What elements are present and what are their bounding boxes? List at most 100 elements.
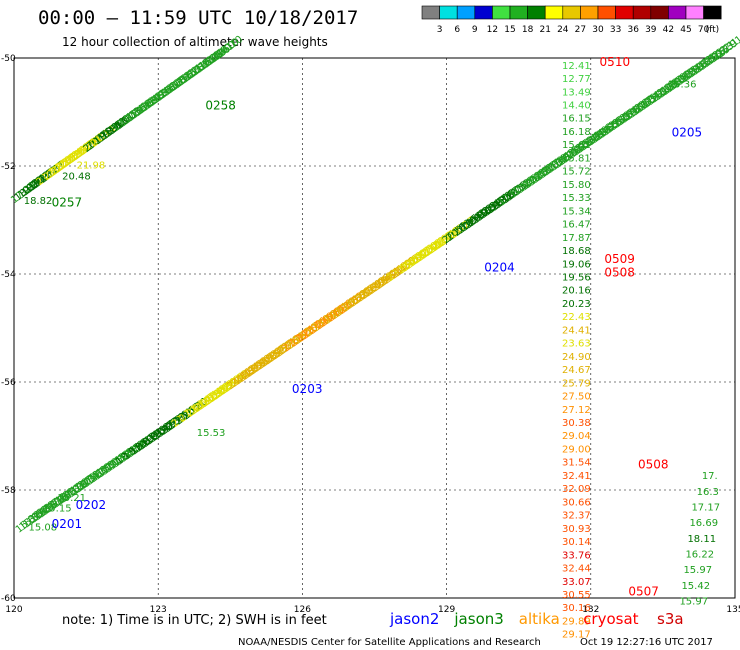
swh-value: 15.80 [562, 180, 591, 191]
swh-value: 20.48 [62, 172, 91, 183]
chart-subtitle: 12 hour collection of altimeter wave hei… [62, 35, 328, 49]
swh-value: 24.41 [562, 325, 591, 336]
swh-value: 13.49 [562, 87, 591, 98]
swh-value: 18.68 [562, 246, 591, 257]
swh-value: 20.16 [562, 286, 591, 297]
swh-value: 17.87 [562, 233, 591, 244]
time-label: 0258 [205, 98, 236, 112]
y-tick-label: -60 [1, 594, 16, 604]
scale-swatch [509, 5, 528, 20]
swh-value: 33.07 [562, 577, 591, 588]
swh-value: 17.17 [691, 503, 720, 514]
scale-swatch [474, 5, 493, 20]
swh-value: 25.79 [562, 378, 591, 389]
time-label: 0510 [600, 55, 631, 69]
swh-value: 32.09 [562, 484, 591, 495]
time-label: 0508 [638, 457, 669, 471]
scale-label: 33 [610, 25, 621, 35]
swh-value: 16.3 [697, 487, 719, 498]
y-tick-label: -50 [1, 54, 16, 64]
swh-value: 18.11 [687, 534, 716, 545]
swh-value: 30.16 [562, 603, 591, 614]
scale-label: 45 [680, 25, 691, 35]
scale-label: 18 [522, 25, 534, 35]
swh-value: 32.44 [562, 564, 591, 575]
x-tick-label: 135 [726, 605, 740, 615]
scale-swatch [544, 5, 564, 20]
satellite-legend-item: s3a [657, 610, 684, 628]
time-label: 0202 [76, 498, 107, 512]
swh-value: 16.22 [685, 550, 714, 561]
swh-value: 22.43 [562, 312, 591, 323]
swh-value: 15.97 [679, 596, 708, 607]
time-label: 0507 [628, 584, 659, 598]
ground-tracks: 15.3015.9316.5615.6916.3315.4716.1116.76… [9, 34, 740, 536]
swh-value: 29.00 [562, 444, 591, 455]
swh-value: 29.04 [562, 431, 591, 442]
scale-label: 15 [504, 25, 515, 35]
time-label: 0204 [484, 260, 515, 274]
x-tick-label: 126 [294, 605, 311, 615]
swh-value: 15.72 [562, 167, 591, 178]
swh-value: 32.41 [562, 471, 591, 482]
swh-value: 15.15 [43, 504, 72, 515]
wave-height-labels: 12.41 12.77 13.49 14.40 16.15 16.18 15.61 15.81… [24, 55, 720, 641]
y-tick-label: -54 [1, 270, 16, 280]
satellite-legend-item: cryosat [583, 610, 638, 628]
swh-value: 29.89 [562, 616, 591, 627]
grid [13, 57, 736, 599]
scale-unit: (ft) [706, 25, 720, 35]
swh-value: 32.37 [562, 511, 591, 522]
swh-value: 30.93 [562, 524, 591, 535]
scale-label: 12 [487, 25, 498, 35]
scale-label: 30 [592, 25, 604, 35]
scale-swatch [527, 5, 546, 20]
swh-value: 30.55 [562, 590, 591, 601]
scale-label: 3 [437, 25, 443, 35]
time-label: 0205 [672, 125, 703, 139]
swh-value: 15.21 [57, 493, 86, 504]
plot-frame [13, 57, 736, 599]
scale-swatch [492, 5, 511, 20]
scale-swatch [597, 5, 616, 20]
scale-swatch [421, 5, 440, 20]
swh-value: 17. [702, 471, 718, 482]
scale-swatch [562, 5, 581, 20]
scale-label: 24 [557, 25, 569, 35]
scale-swatch [439, 5, 458, 20]
scale-swatch [650, 5, 669, 20]
swh-value: 18.82 [24, 196, 53, 207]
scale-label: 70 [698, 25, 710, 35]
scale-label: 42 [663, 25, 674, 35]
swh-value: 24.90 [562, 352, 591, 363]
scale-swatch [668, 5, 687, 20]
swh-value: 15.97 [683, 565, 712, 576]
footer-note: note: 1) Time is in UTC; 2) SWH is in fe… [62, 613, 327, 628]
scale-swatch [580, 5, 599, 20]
time-label: 0201 [52, 517, 83, 531]
scale-label: 36 [627, 25, 639, 35]
y-axis-ticks: -50 -52 -54 -56 -58 -60 [1, 54, 16, 604]
swh-value: 16.69 [689, 518, 718, 529]
swh-value: 24.67 [562, 365, 591, 376]
scale-label: 9 [472, 25, 478, 35]
time-label: 0509 [604, 252, 635, 266]
swh-value: 19.56 [562, 272, 591, 283]
swh-value: 30.14 [562, 537, 591, 548]
swh-value: 15.42 [681, 581, 710, 592]
swh-value: 27.12 [562, 405, 591, 416]
time-label: 0508 [604, 266, 635, 280]
swh-value: 15.33 [562, 193, 591, 204]
swh-value: 27.50 [562, 392, 591, 403]
scale-swatch [615, 5, 634, 20]
footer-credit: NOAA/NESDIS Center for Satellite Applica… [238, 637, 541, 648]
time-label: 0257 [52, 196, 83, 210]
scale-swatch [632, 5, 652, 20]
satellite-legend-item: jason3 [453, 610, 503, 628]
satellite-legend: jason2 jason3 altika cryosat s3a [389, 610, 684, 628]
color-scale: 3 6 9 12 15 18 21 24 27 30 33 36 39 42 45 70(ft) [421, 5, 722, 35]
swh-value: 23.63 [562, 339, 591, 350]
swh-value: 21.98 [77, 161, 106, 172]
scale-label: 27 [575, 25, 586, 35]
